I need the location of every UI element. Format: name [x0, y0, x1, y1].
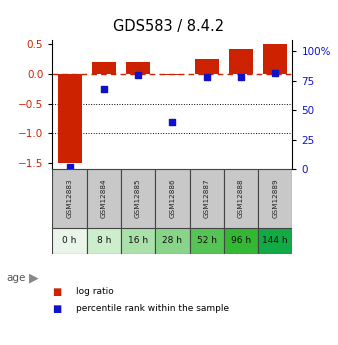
Bar	[263, 44, 287, 74]
Point	[170, 119, 175, 125]
Text: GSM12889: GSM12889	[272, 179, 278, 218]
Bar	[161, 74, 185, 75]
Bar	[121, 169, 155, 228]
Text: GDS583 / 8.4.2: GDS583 / 8.4.2	[114, 19, 224, 34]
Bar	[57, 74, 81, 163]
Bar	[224, 169, 258, 228]
Text: ▶: ▶	[29, 271, 38, 284]
Text: GSM12886: GSM12886	[169, 179, 175, 218]
Bar	[121, 228, 155, 254]
Bar	[258, 169, 292, 228]
Text: 52 h: 52 h	[197, 236, 217, 245]
Text: ■: ■	[52, 287, 62, 296]
Point	[272, 70, 278, 76]
Point	[136, 72, 141, 78]
Bar	[195, 59, 219, 74]
Bar	[52, 169, 87, 228]
Bar	[258, 228, 292, 254]
Text: GSM12888: GSM12888	[238, 179, 244, 218]
Bar	[87, 169, 121, 228]
Text: GSM12883: GSM12883	[67, 179, 73, 218]
Point	[67, 164, 72, 170]
Text: GSM12884: GSM12884	[101, 179, 107, 218]
Text: 16 h: 16 h	[128, 236, 148, 245]
Bar	[190, 228, 224, 254]
Bar	[87, 228, 121, 254]
Text: percentile rank within the sample: percentile rank within the sample	[76, 304, 229, 313]
Text: age: age	[7, 273, 26, 283]
Point	[204, 75, 209, 80]
Text: 0 h: 0 h	[62, 236, 77, 245]
Bar	[190, 169, 224, 228]
Text: 144 h: 144 h	[262, 236, 288, 245]
Bar	[224, 228, 258, 254]
Text: ■: ■	[52, 304, 62, 314]
Bar	[155, 169, 190, 228]
Bar	[52, 228, 87, 254]
Text: GSM12885: GSM12885	[135, 179, 141, 218]
Point	[238, 75, 244, 80]
Text: 96 h: 96 h	[231, 236, 251, 245]
Point	[101, 86, 106, 92]
Bar	[155, 228, 190, 254]
Text: 28 h: 28 h	[162, 236, 183, 245]
Bar	[126, 62, 150, 74]
Bar	[229, 49, 253, 74]
Text: log ratio: log ratio	[76, 287, 114, 296]
Text: GSM12887: GSM12887	[204, 179, 210, 218]
Text: 8 h: 8 h	[97, 236, 111, 245]
Bar	[92, 62, 116, 74]
